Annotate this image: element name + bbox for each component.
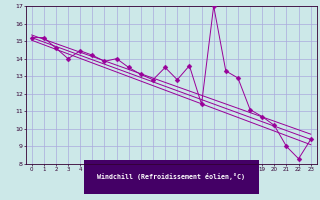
X-axis label: Windchill (Refroidissement éolien,°C): Windchill (Refroidissement éolien,°C) [97, 173, 245, 180]
